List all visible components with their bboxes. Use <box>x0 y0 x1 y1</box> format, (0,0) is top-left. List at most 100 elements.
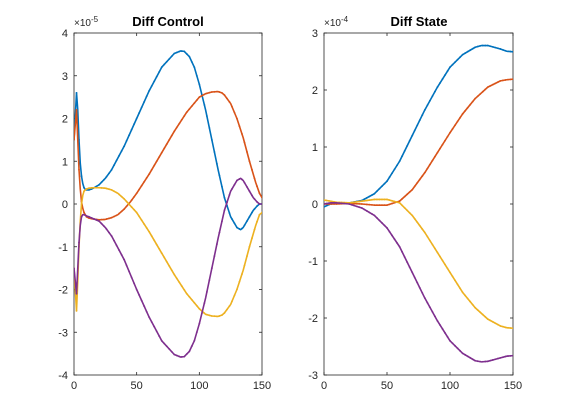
series-marker <box>456 347 459 350</box>
series-marker <box>178 50 181 53</box>
series-marker <box>258 213 261 216</box>
axis-ticks: 0 50 100 150 -4 -3 -2 -1 0 1 2 3 4 <box>58 28 271 392</box>
series-marker <box>233 294 236 297</box>
series-marker <box>504 326 507 329</box>
series-marker <box>85 215 88 217</box>
series-marker <box>439 255 441 258</box>
y-tick-label: -1 <box>58 242 68 254</box>
series-marker <box>113 164 116 167</box>
axis-ticks: 0 50 100 150 -3 -2 -1 0 1 2 3 <box>308 28 522 392</box>
series-marker <box>378 198 381 201</box>
series-marker <box>123 145 126 148</box>
series-marker <box>153 164 156 167</box>
series-marker <box>165 260 168 263</box>
series-marker <box>466 50 469 53</box>
series-marker <box>261 196 262 199</box>
y-tick-label: 3 <box>312 28 318 40</box>
series-marker <box>246 255 248 258</box>
series-marker <box>494 322 497 325</box>
series-marker <box>479 44 482 47</box>
series-marker <box>223 196 226 199</box>
series-marker <box>128 134 131 137</box>
series-marker <box>479 311 482 314</box>
series-marker <box>459 287 461 290</box>
series-marker <box>100 187 103 189</box>
series-marker <box>406 261 409 264</box>
series-marker <box>256 200 258 203</box>
series-marker <box>108 188 110 191</box>
series-marker <box>454 279 456 282</box>
series-marker <box>148 230 151 233</box>
series-marker <box>459 349 461 352</box>
series-marker <box>218 231 221 234</box>
series-marker <box>75 109 78 111</box>
series-marker <box>158 247 161 250</box>
series-marker <box>258 203 261 205</box>
series-marker <box>444 139 446 142</box>
series-marker <box>105 175 108 178</box>
series-marker <box>355 200 358 203</box>
series-marker <box>138 294 141 296</box>
series-marker <box>123 258 126 261</box>
series-marker <box>481 44 484 47</box>
series-marker <box>115 159 118 162</box>
series-marker <box>391 202 393 205</box>
series-marker <box>507 78 509 81</box>
series-marker <box>253 198 256 200</box>
series-marker <box>484 360 487 363</box>
series-marker <box>418 178 421 181</box>
series-marker <box>218 174 221 177</box>
series-marker <box>449 66 451 69</box>
series-marker <box>431 95 434 98</box>
series-marker <box>411 188 414 191</box>
series-marker <box>365 210 368 212</box>
series-marker <box>120 210 123 213</box>
series-marker <box>253 208 256 210</box>
series-marker <box>373 214 376 217</box>
series-marker <box>330 200 333 203</box>
series-marker <box>486 360 489 363</box>
series-marker <box>108 172 110 175</box>
series-marker <box>461 113 464 115</box>
series-marker <box>233 111 236 114</box>
y-exponent-label: ×10-5 <box>74 15 99 29</box>
series-marker <box>368 195 371 198</box>
series-marker <box>100 218 103 221</box>
series-marker <box>461 352 464 355</box>
series-marker <box>213 255 216 258</box>
series-marker <box>499 357 502 359</box>
series-marker <box>215 162 218 165</box>
series-marker <box>426 301 429 304</box>
series-marker <box>253 228 256 231</box>
series-marker <box>145 95 148 98</box>
series-marker <box>418 119 421 122</box>
series-marker <box>474 46 477 49</box>
series-marker <box>170 55 173 58</box>
series-marker <box>459 56 461 59</box>
series-marker <box>180 50 183 52</box>
series-marker <box>98 183 100 186</box>
series-marker <box>363 203 366 206</box>
series-marker <box>115 191 118 194</box>
series-marker <box>325 199 328 202</box>
series-marker <box>135 192 138 195</box>
series-marker <box>446 267 449 270</box>
series-marker <box>231 188 233 190</box>
series-marker <box>449 271 451 274</box>
series-marker <box>98 220 100 223</box>
series-marker <box>398 160 401 163</box>
series-marker <box>208 279 211 281</box>
series-marker <box>496 81 499 84</box>
series-marker <box>223 94 226 96</box>
series-marker <box>393 168 396 171</box>
series-marker <box>140 184 143 187</box>
series-marker <box>193 301 196 304</box>
series-marker <box>489 359 492 362</box>
series-marker <box>494 46 497 49</box>
series-marker <box>496 323 499 326</box>
series-marker <box>360 207 363 209</box>
chart-title: Diff Control <box>132 14 203 29</box>
y-exponent-label: ×10-4 <box>324 15 349 29</box>
series-marker <box>80 175 83 178</box>
series-marker <box>110 216 113 219</box>
